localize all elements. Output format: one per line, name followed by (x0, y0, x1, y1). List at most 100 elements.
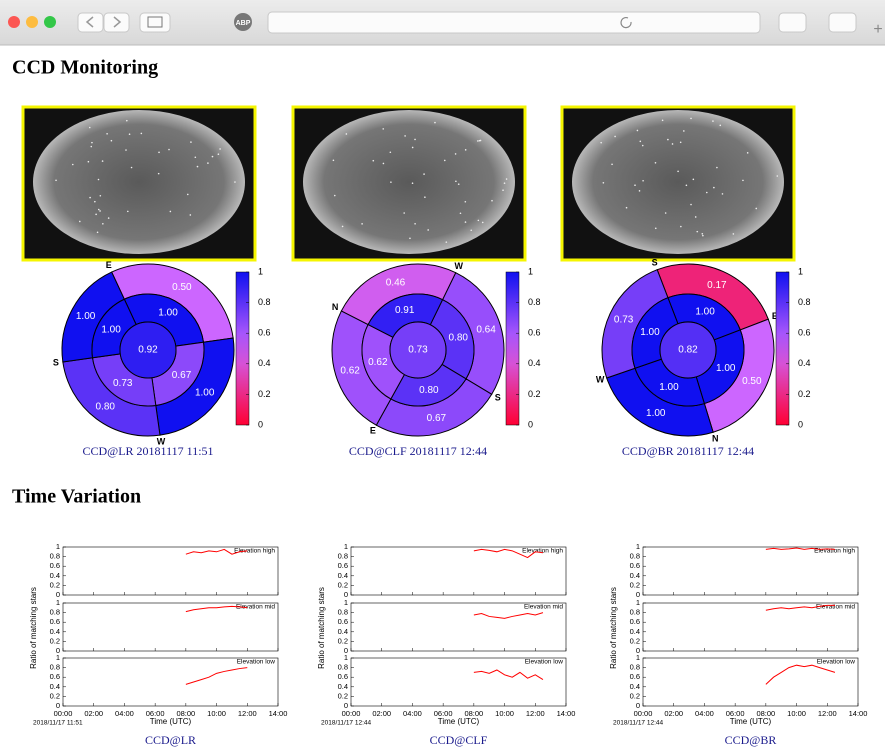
y-tick-label: 0.4 (338, 571, 348, 580)
star (502, 189, 504, 191)
star (197, 166, 199, 168)
star (639, 141, 641, 143)
y-tick-label: 0.8 (338, 608, 348, 617)
star (89, 127, 91, 129)
star (190, 214, 192, 216)
colorbar-tick-label: 1 (528, 266, 533, 276)
panel-label: Elevation low (525, 659, 564, 666)
star (690, 118, 692, 120)
star (458, 183, 460, 185)
y-tick-label: 0.2 (338, 691, 348, 700)
x-axis-label: Time (UTC) (150, 717, 192, 726)
timestamp: 2018/11/17 12:44 (321, 720, 372, 727)
direction-label: W (596, 375, 605, 385)
panel-label: Elevation high (814, 548, 855, 555)
y-tick-label: 0.2 (50, 691, 60, 700)
close-button[interactable] (8, 16, 20, 28)
y-tick-label: 0.2 (338, 580, 348, 589)
star (234, 181, 236, 183)
star (190, 141, 192, 143)
star (465, 201, 467, 203)
camera-panel: 0.640.670.620.460.800.800.620.910.73WSEN… (293, 107, 541, 458)
direction-label: E (370, 426, 376, 436)
y-tick-label: 0.4 (630, 682, 640, 691)
star (219, 148, 221, 150)
star (455, 153, 457, 155)
x-tick-label: 12:00 (526, 709, 545, 718)
colorbar-tick-label: 1 (258, 266, 263, 276)
star (412, 147, 414, 149)
new-tab-button[interactable]: + (873, 21, 882, 38)
star (100, 195, 102, 197)
star (108, 217, 110, 219)
star (141, 133, 143, 135)
y-tick-label: 0.6 (50, 561, 60, 570)
star (695, 216, 697, 218)
star (72, 164, 74, 166)
star (667, 139, 669, 141)
sector-label: 0.46 (386, 277, 406, 288)
x-tick-label: 02:00 (372, 709, 391, 718)
sector-label: 1.00 (716, 363, 736, 374)
star (504, 182, 506, 184)
back-button[interactable] (78, 13, 103, 32)
star (747, 152, 749, 154)
section-heading: Time Variation (12, 486, 141, 508)
star (423, 173, 425, 175)
sector-label: 0.80 (449, 333, 469, 344)
address-bar[interactable] (268, 12, 760, 33)
star (111, 140, 113, 142)
direction-label: N (712, 433, 719, 443)
tabs-button[interactable] (829, 13, 856, 32)
share-button[interactable] (779, 13, 806, 32)
star (102, 223, 104, 225)
star (642, 180, 644, 182)
star (672, 143, 674, 145)
zoom-button[interactable] (44, 16, 56, 28)
direction-label: S (652, 258, 658, 268)
minimize-button[interactable] (26, 16, 38, 28)
y-tick-label: 0.4 (50, 627, 60, 636)
adblock-label: ABP (236, 20, 251, 27)
x-tick-label: 14:00 (557, 709, 576, 718)
sector-label: 1.00 (659, 382, 679, 393)
star (403, 212, 405, 214)
sky-dome (572, 110, 784, 254)
star (683, 130, 685, 132)
sector-label: 1.00 (195, 387, 215, 398)
star (95, 214, 97, 216)
colorbar-tick-label: 0.6 (258, 328, 271, 338)
star (129, 133, 131, 135)
x-axis-label: Time (UTC) (730, 717, 772, 726)
camera-panel: 0.501.000.801.001.000.670.731.000.92ENWS… (23, 107, 271, 458)
colorbar-tick-label: 0 (798, 419, 803, 429)
camera-caption: CCD@CLF 20181117 12:44 (349, 444, 487, 458)
screen: ABP + CCD Monitoring Time Variation 0.50… (0, 0, 885, 749)
sector-label: 0.80 (419, 385, 439, 396)
sky-dome (33, 110, 245, 254)
camera-panel: 0.170.501.000.731.001.001.001.000.82SENW… (562, 107, 811, 458)
time-plot: 00.20.40.60.81Elevation high00.20.40.60.… (317, 542, 575, 747)
camera-caption: CCD@BR 20181117 12:44 (622, 444, 754, 458)
star (383, 163, 385, 165)
star (665, 212, 667, 214)
sector-label: 0.62 (368, 357, 388, 368)
y-tick-label: 0.4 (630, 571, 640, 580)
sector-label: 0.62 (340, 365, 360, 376)
star (482, 222, 484, 224)
star (98, 209, 100, 211)
star (434, 122, 436, 124)
star (372, 160, 374, 162)
star (719, 125, 721, 127)
star (677, 171, 679, 173)
star (642, 145, 644, 147)
star (414, 139, 416, 141)
star (655, 162, 657, 164)
sidebar-button[interactable] (140, 13, 170, 32)
y-tick-label: 0.2 (50, 636, 60, 645)
star (346, 133, 348, 135)
x-tick-label: 04:00 (403, 709, 422, 718)
star (696, 231, 698, 233)
forward-button[interactable] (104, 13, 129, 32)
star (106, 133, 108, 135)
